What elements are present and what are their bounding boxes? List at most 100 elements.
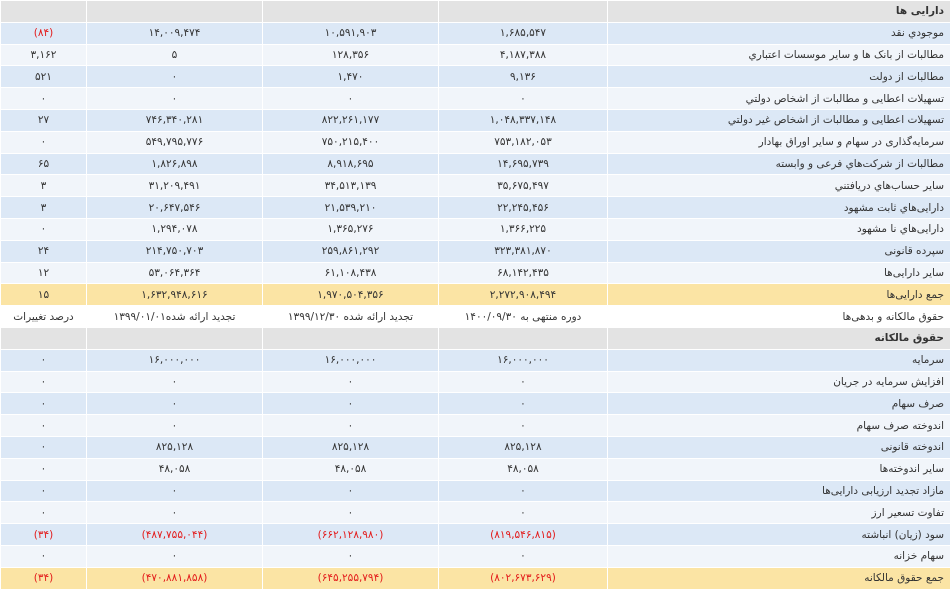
empty-cell	[263, 1, 439, 23]
cell: ۲۴	[1, 240, 87, 262]
cell: ۶۵	[1, 153, 87, 175]
cell: ۲,۲۷۲,۹۰۸,۴۹۴	[439, 284, 608, 306]
cell: ۰	[1, 371, 87, 393]
row-label: سهام خزانه	[608, 545, 950, 567]
cell: ۰	[87, 480, 263, 502]
row-label: موجودي نقد	[608, 22, 950, 44]
cell: ۰	[439, 88, 608, 110]
cell: ۱۶,۰۰۰,۰۰۰	[263, 349, 439, 371]
cell: ۱,۸۲۶,۸۹۸	[87, 153, 263, 175]
cell: ۲۰,۶۴۷,۵۴۶	[87, 197, 263, 219]
cell: ۱۲۸,۳۵۶	[263, 44, 439, 66]
cell: ۵۲۱	[1, 66, 87, 88]
cell: ۰	[87, 371, 263, 393]
cell: ۳۲۳,۳۸۱,۸۷۰	[439, 240, 608, 262]
cell: ۳۴,۵۱۳,۱۳۹	[263, 175, 439, 197]
cell: (۴۸۷,۷۵۵,۰۴۴)	[87, 524, 263, 546]
cell: ۰	[439, 415, 608, 437]
cell: ۱۴,۶۹۵,۷۳۹	[439, 153, 608, 175]
cell: ۰	[87, 66, 263, 88]
cell: ۰	[1, 480, 87, 502]
row-label: سایر حساب‌هاي دريافتني	[608, 175, 950, 197]
row-label: سرمايه	[608, 349, 950, 371]
cell: ۳	[1, 197, 87, 219]
table-row: تسهيلات اعطایی و مطالبات از اشخاص غیر دو…	[1, 109, 950, 131]
cell: ۶۱,۱۰۸,۴۳۸	[263, 262, 439, 284]
cell: ۵۴۹,۷۹۵,۷۷۶	[87, 131, 263, 153]
cell: ۴۸,۰۵۸	[263, 458, 439, 480]
table-row: سرمايه‌گذاری در سهام و سایر اوراق بهادار…	[1, 131, 950, 153]
cell: ۱۶,۰۰۰,۰۰۰	[439, 349, 608, 371]
table-row: جمع حقوق مالکانه(۸۰۲,۶۷۳,۶۲۹)(۶۴۵,۲۵۵,۷۹…	[1, 567, 950, 589]
cell: ۲۵۹,۸۶۱,۲۹۲	[263, 240, 439, 262]
cell: ۱,۳۶۶,۲۲۵	[439, 218, 608, 240]
cell: ۰	[87, 545, 263, 567]
cell: ۰	[1, 458, 87, 480]
cell: ۰	[263, 88, 439, 110]
cell: تجدید ارائه شده۱۳۹۹/۰۱/۰۱	[87, 306, 263, 328]
cell: ۰	[1, 545, 87, 567]
cell: ۱,۳۶۵,۲۷۶	[263, 218, 439, 240]
cell: ۰	[263, 545, 439, 567]
cell: ۸۲۵,۱۲۸	[439, 436, 608, 458]
cell: ۱,۶۳۲,۹۴۸,۶۱۶	[87, 284, 263, 306]
empty-cell	[439, 1, 608, 23]
row-label: دارایی ها	[608, 1, 950, 23]
cell: ۴۸,۰۵۸	[87, 458, 263, 480]
cell: ۰	[263, 393, 439, 415]
cell: ۱,۴۷۰	[263, 66, 439, 88]
table-row: مطالبات از بانک ها و سایر موسسات اعتباري…	[1, 44, 950, 66]
cell: ۱۶,۰۰۰,۰۰۰	[87, 349, 263, 371]
row-label: مطالبات از بانک ها و سایر موسسات اعتباري	[608, 44, 950, 66]
empty-cell	[87, 1, 263, 23]
cell: درصد تغییرات	[1, 306, 87, 328]
empty-cell	[439, 327, 608, 349]
cell: تجدید ارائه شده ۱۳۹۹/۱۲/۳۰	[263, 306, 439, 328]
cell: ۷۵۰,۲۱۵,۴۰۰	[263, 131, 439, 153]
table-row: دارایی ها	[1, 1, 950, 23]
cell: ۱,۹۷۰,۵۰۴,۳۵۶	[263, 284, 439, 306]
cell: (۴۷۰,۸۸۱,۸۵۸)	[87, 567, 263, 589]
cell: ۵	[87, 44, 263, 66]
row-label: دارايی‌هاي ثابت مشهود	[608, 197, 950, 219]
row-label: تسهيلات اعطایی و مطالبات از اشخاص غیر دو…	[608, 109, 950, 131]
row-label: تفاوت تسعير ارز	[608, 502, 950, 524]
cell: ۰	[87, 88, 263, 110]
cell: ۳۱,۲۰۹,۴۹۱	[87, 175, 263, 197]
cell: ۰	[1, 88, 87, 110]
cell: (۸۱۹,۵۴۶,۸۱۵)	[439, 524, 608, 546]
cell: ۰	[263, 415, 439, 437]
cell: ۸۲۵,۱۲۸	[87, 436, 263, 458]
empty-cell	[263, 327, 439, 349]
cell: ۱,۶۸۵,۵۴۷	[439, 22, 608, 44]
row-label: سرمايه‌گذاری در سهام و سایر اوراق بهادار	[608, 131, 950, 153]
row-label: جمع حقوق مالکانه	[608, 567, 950, 589]
cell: ۲۲,۲۴۵,۴۵۶	[439, 197, 608, 219]
cell: ۰	[1, 131, 87, 153]
cell: ۱۵	[1, 284, 87, 306]
row-label: سایر دارايی‌ها	[608, 262, 950, 284]
cell: ۱,۲۹۴,۰۷۸	[87, 218, 263, 240]
cell: ۰	[439, 480, 608, 502]
row-label: مطالبات از دولت	[608, 66, 950, 88]
row-label: دارايی‌هاي نا مشهود	[608, 218, 950, 240]
cell: ۲۷	[1, 109, 87, 131]
row-label: اندوخته قانونی	[608, 436, 950, 458]
cell: ۳۵,۶۷۵,۴۹۷	[439, 175, 608, 197]
